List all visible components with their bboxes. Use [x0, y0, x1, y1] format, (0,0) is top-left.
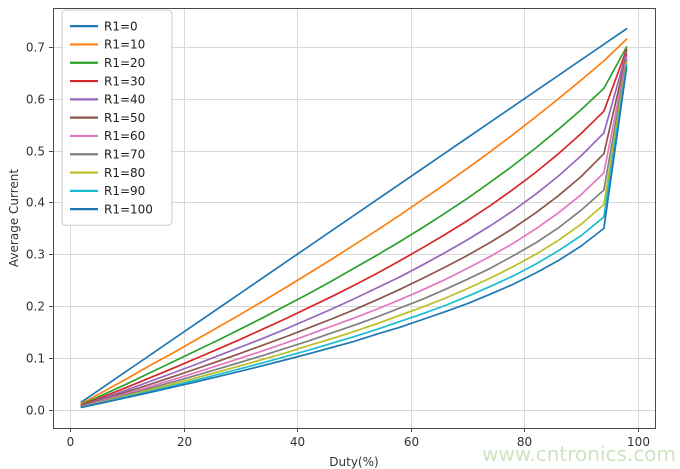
series-line-r1-50	[80, 53, 628, 408]
legend-label-r1-30: R1=30	[104, 74, 145, 88]
series-line-r1-90	[80, 64, 628, 409]
legend-label-r1-90: R1=90	[104, 184, 145, 198]
series-line-r1-20	[80, 46, 628, 406]
chart-legend[interactable]: R1=0 R1=10 R1=20 R1=30 R1=40 R1=50 R1=60 R1=70 R…	[61, 9, 173, 226]
x-tick-label: 0	[67, 435, 75, 449]
series-line-r1-60	[80, 56, 628, 408]
y-axis-label: Average Current	[7, 169, 21, 267]
x-tick-label: 80	[517, 435, 532, 449]
y-tick-label: 0.7	[26, 41, 45, 55]
series-line-r1-40	[80, 51, 628, 407]
y-tick-label: 0.6	[26, 93, 45, 107]
y-tick-label: 0.1	[26, 352, 45, 366]
y-tick-label: 0.2	[26, 300, 45, 314]
x-tick-label: 100	[627, 435, 650, 449]
y-tick-label: 0.5	[26, 145, 45, 159]
x-axis-label: Duty(%)	[329, 455, 378, 469]
series-line-r1-30	[80, 48, 628, 407]
legend-label-r1-80: R1=80	[104, 166, 145, 180]
series-line-r1-10	[80, 38, 628, 405]
legend-label-r1-0: R1=0	[104, 19, 138, 33]
x-tick-label: 60	[404, 435, 419, 449]
legend-label-r1-60: R1=60	[104, 129, 145, 143]
series-line-r1-0	[80, 27, 628, 403]
y-tick-label: 0.3	[26, 248, 45, 262]
legend-label-r1-100: R1=100	[104, 202, 153, 216]
y-tick-label: 0.0	[26, 404, 45, 418]
y-tick-label: 0.4	[26, 196, 45, 210]
legend-label-r1-70: R1=70	[104, 147, 145, 161]
legend-label-r1-10: R1=10	[104, 38, 145, 52]
data-series-group	[80, 27, 628, 409]
x-tick-label: 40	[290, 435, 305, 449]
series-line-r1-70	[80, 58, 628, 408]
legend-label-r1-40: R1=40	[104, 93, 145, 107]
watermark-label: www.cntronics.com	[482, 442, 676, 466]
axes-spines	[52, 7, 657, 430]
axes-frame	[52, 7, 657, 430]
x-tick-label: 20	[177, 435, 192, 449]
y-axis-ticks: 0.0 0.1 0.2 0.3 0.4 0.5 0.6 0.7	[26, 41, 53, 418]
legend-label-r1-50: R1=50	[104, 111, 145, 125]
series-line-r1-80	[80, 61, 628, 408]
legend-label-r1-20: R1=20	[104, 56, 145, 70]
series-line-r1-100	[80, 66, 628, 409]
x-axis-ticks: 0 20 40 60 80 100	[67, 428, 650, 449]
